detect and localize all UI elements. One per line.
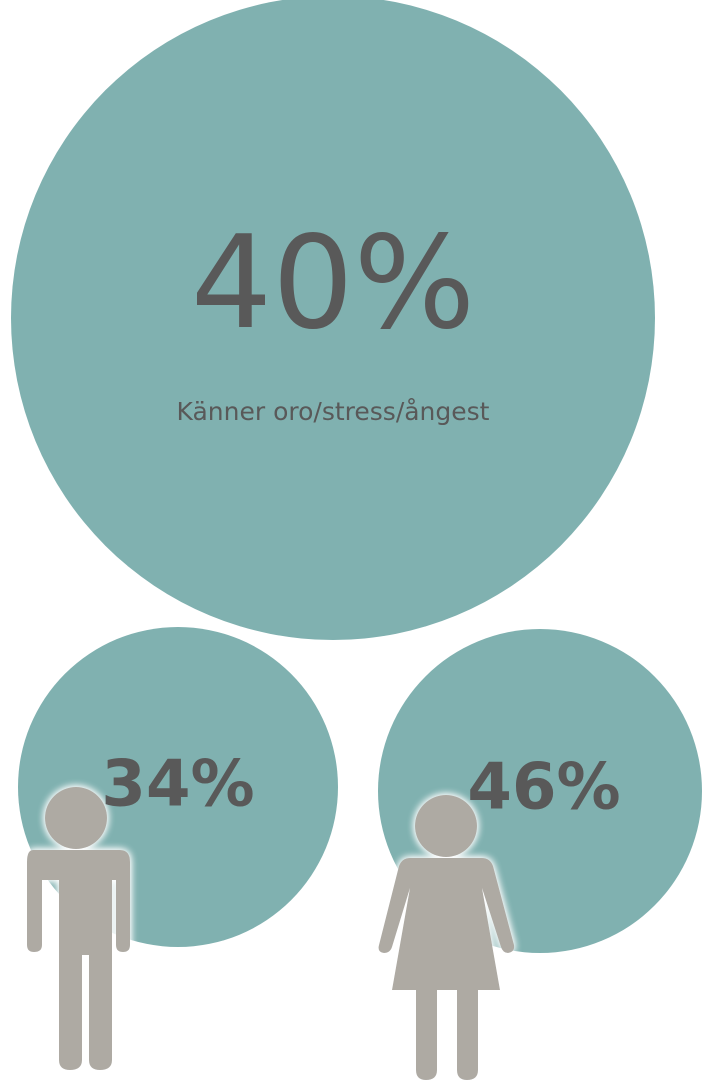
men-value: 34% <box>101 748 254 822</box>
woman-icon <box>378 795 515 1080</box>
women-value: 46% <box>467 751 620 825</box>
main-circle <box>11 0 655 640</box>
main-label: Känner oro/stress/ångest <box>177 397 490 426</box>
man-icon <box>27 787 130 1070</box>
main-value: 40% <box>191 209 476 358</box>
